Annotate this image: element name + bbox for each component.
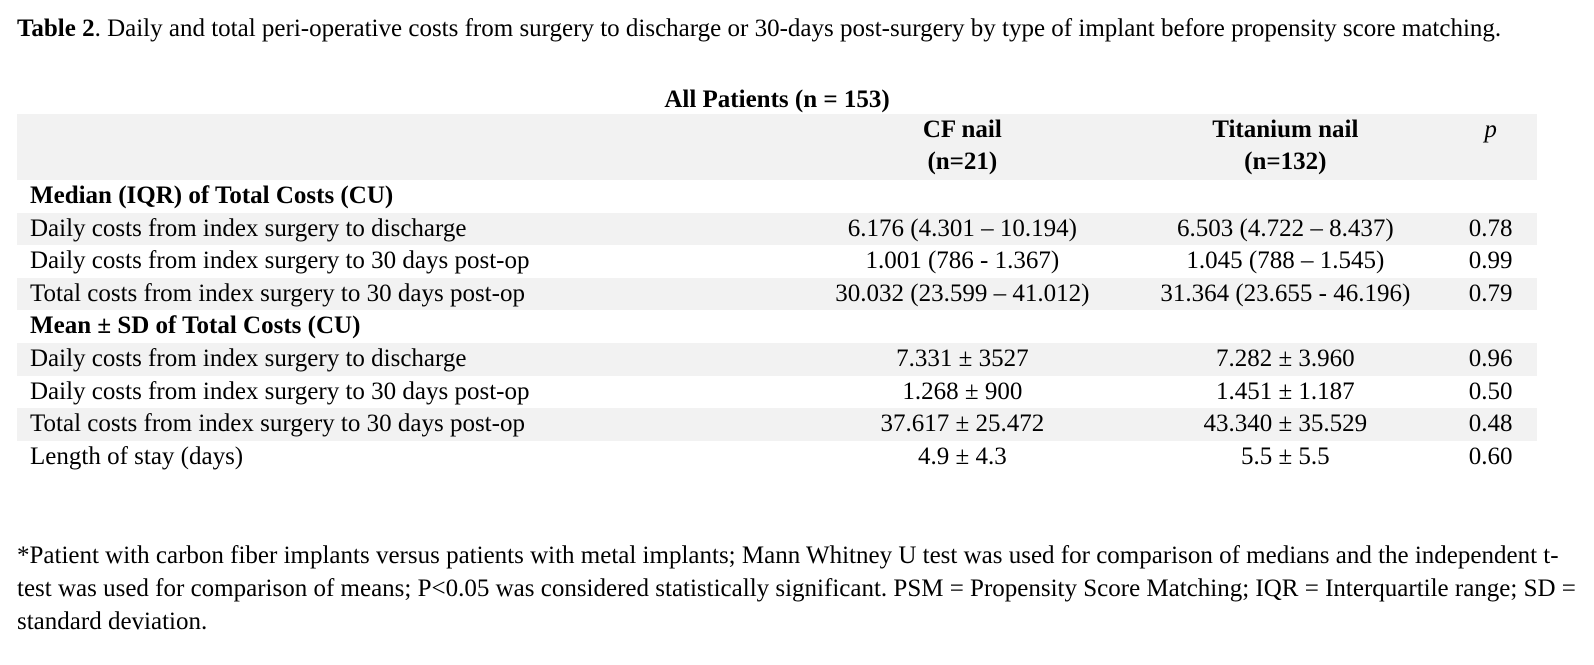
section-title: Mean ± SD of Total Costs (CU) <box>17 310 1537 343</box>
row-label: Daily costs from index surgery to 30 day… <box>30 377 530 405</box>
cf-nail-value: 1.268 ± 900 <box>902 377 1023 405</box>
table-row: Daily costs from index surgery to discha… <box>17 342 1537 376</box>
header-titanium-nail-count: (n=132) <box>1244 148 1327 175</box>
header-cf-nail-count: (n=21) <box>927 148 998 175</box>
table-caption: Table 2. Daily and total peri-operative … <box>17 12 1557 45</box>
cf-nail-value: 37.617 ± 25.472 <box>798 408 1127 441</box>
header-p-value: p <box>1444 114 1537 180</box>
row-label: Daily costs from index surgery to 30 day… <box>30 247 530 275</box>
cf-nail-value: 30.032 (23.599 – 41.012) <box>798 277 1127 311</box>
section-title: Median (IQR) of Total Costs (CU) <box>17 180 1537 213</box>
cf-nail-value: 7.331 ± 3527 <box>798 342 1127 376</box>
table-row: Total costs from index surgery to 30 day… <box>17 277 1537 311</box>
cf-nail-value: 4.9 ± 4.3 <box>917 442 1007 470</box>
table-header-row: CF nail (n=21) Titanium nail (n=132) p <box>17 114 1537 180</box>
header-label-cell <box>17 114 799 180</box>
table-caption-label: Table 2 <box>17 15 95 42</box>
row-label: Daily costs from index surgery to discha… <box>17 342 799 376</box>
titanium-nail-value: 1.045 (788 – 1.545) <box>1186 247 1385 275</box>
p-value: 0.96 <box>1444 342 1537 376</box>
p-value: 0.99 <box>1468 247 1513 275</box>
titanium-nail-value: 1.451 ± 1.187 <box>1215 377 1355 405</box>
group-title: All Patients (n = 153) <box>664 86 890 113</box>
header-cf-nail: CF nail (n=21) <box>798 114 1127 180</box>
table-row: Total costs from index surgery to 30 day… <box>17 408 1537 441</box>
titanium-nail-value: 31.364 (23.655 - 46.196) <box>1126 277 1445 311</box>
row-label: Length of stay (days) <box>30 442 244 470</box>
section-row-median: Median (IQR) of Total Costs (CU) <box>17 180 1537 213</box>
cf-nail-value: 6.176 (4.301 – 10.194) <box>798 212 1127 246</box>
p-value: 0.79 <box>1444 277 1537 311</box>
p-value: 0.50 <box>1468 377 1513 405</box>
titanium-nail-value: 6.503 (4.722 – 8.437) <box>1126 212 1445 246</box>
titanium-nail-value: 7.282 ± 3.960 <box>1126 342 1445 376</box>
p-value: 0.48 <box>1444 408 1537 441</box>
cost-table: CF nail (n=21) Titanium nail (n=132) p M… <box>17 114 1537 473</box>
table-footnote: *Patient with carbon fiber implants vers… <box>17 542 1576 635</box>
table-row: Daily costs from index surgery to 30 day… <box>17 245 1537 278</box>
table-row: Daily costs from index surgery to 30 day… <box>17 376 1537 409</box>
header-titanium-nail: Titanium nail (n=132) <box>1126 114 1445 180</box>
titanium-nail-value: 43.340 ± 35.529 <box>1126 408 1445 441</box>
table-row: Length of stay (days) 4.9 ± 4.3 5.5 ± 5.… <box>17 441 1537 474</box>
row-label: Total costs from index surgery to 30 day… <box>17 408 799 441</box>
row-label: Daily costs from index surgery to discha… <box>17 212 799 246</box>
table-caption-text: . Daily and total peri-operative costs f… <box>94 15 1502 42</box>
section-row-mean: Mean ± SD of Total Costs (CU) <box>17 310 1537 343</box>
row-label: Total costs from index surgery to 30 day… <box>17 277 799 311</box>
cf-nail-value: 1.001 (786 - 1.367) <box>865 247 1060 275</box>
p-value: 0.78 <box>1444 212 1537 246</box>
titanium-nail-value: 5.5 ± 5.5 <box>1240 442 1330 470</box>
p-value: 0.60 <box>1468 442 1513 470</box>
table-row: Daily costs from index surgery to discha… <box>17 212 1537 246</box>
header-titanium-nail-name: Titanium nail <box>1212 116 1359 143</box>
header-cf-nail-name: CF nail <box>922 116 1002 143</box>
